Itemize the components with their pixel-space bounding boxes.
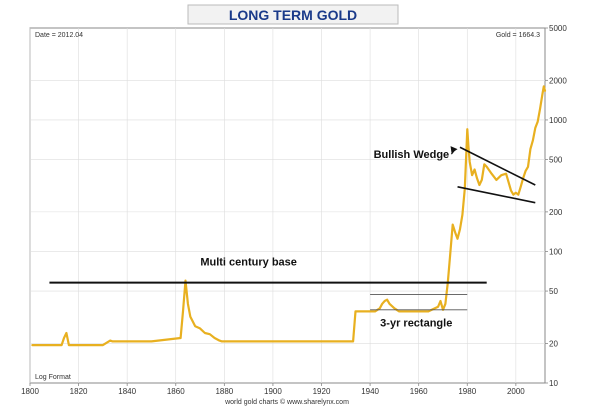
y-tick-label: 1000 bbox=[549, 116, 567, 125]
chart-footer: world gold charts © www.sharelynx.com bbox=[224, 398, 349, 406]
x-tick-label: 1940 bbox=[361, 387, 379, 396]
y-tick-label: 20 bbox=[549, 339, 558, 348]
x-tick-label: 1900 bbox=[264, 387, 282, 396]
plot-frame bbox=[29, 27, 546, 384]
x-tick-label: 1860 bbox=[167, 387, 185, 396]
y-tick-label: 200 bbox=[549, 208, 563, 217]
multi-century-base-label: Multi century base bbox=[200, 257, 297, 269]
chart-title: LONG TERM GOLD bbox=[229, 7, 357, 23]
x-tick-label: 1800 bbox=[21, 387, 39, 396]
annotations: Multi century base 3-yr rectangle Bullish … bbox=[49, 146, 536, 329]
y-tick-label: 2000 bbox=[549, 76, 567, 85]
x-tick-label: 1880 bbox=[215, 387, 233, 396]
wedge-lower-line bbox=[457, 186, 536, 204]
wedge-upper-line bbox=[459, 146, 536, 186]
x-tick-label: 1840 bbox=[118, 387, 136, 396]
series-line-gold bbox=[31, 85, 547, 347]
y-tick-label: 500 bbox=[549, 156, 563, 165]
y-tick-label: 100 bbox=[549, 247, 563, 256]
scale-label: Log Format bbox=[35, 374, 71, 381]
y-axis-ticks: 10 20 50 100 200 500 1000 2000 5000 bbox=[545, 24, 567, 388]
x-tick-label: 1920 bbox=[313, 387, 331, 396]
rectangle-label: 3-yr rectangle bbox=[380, 317, 452, 329]
title-bar bbox=[187, 4, 399, 25]
wedge-label: Bullish Wedge bbox=[374, 149, 450, 161]
x-tick-label: 1820 bbox=[70, 387, 88, 396]
x-tick-label: 1980 bbox=[458, 387, 476, 396]
date-readout: Date = 2012.04 bbox=[35, 32, 83, 39]
y-tick-label: 10 bbox=[549, 379, 558, 388]
x-tick-label: 2000 bbox=[507, 387, 525, 396]
x-tick-label: 1960 bbox=[410, 387, 428, 396]
y-tick-label: 50 bbox=[549, 287, 558, 296]
x-axis-ticks: 1800 1820 1840 1860 1880 1900 1920 1940 1960 1980… bbox=[21, 383, 525, 396]
gold-readout: Gold = 1664.3 bbox=[496, 32, 540, 39]
wedge-arrow-head bbox=[450, 146, 458, 154]
grid-lines bbox=[29, 28, 545, 383]
y-tick-label: 5000 bbox=[549, 24, 567, 33]
